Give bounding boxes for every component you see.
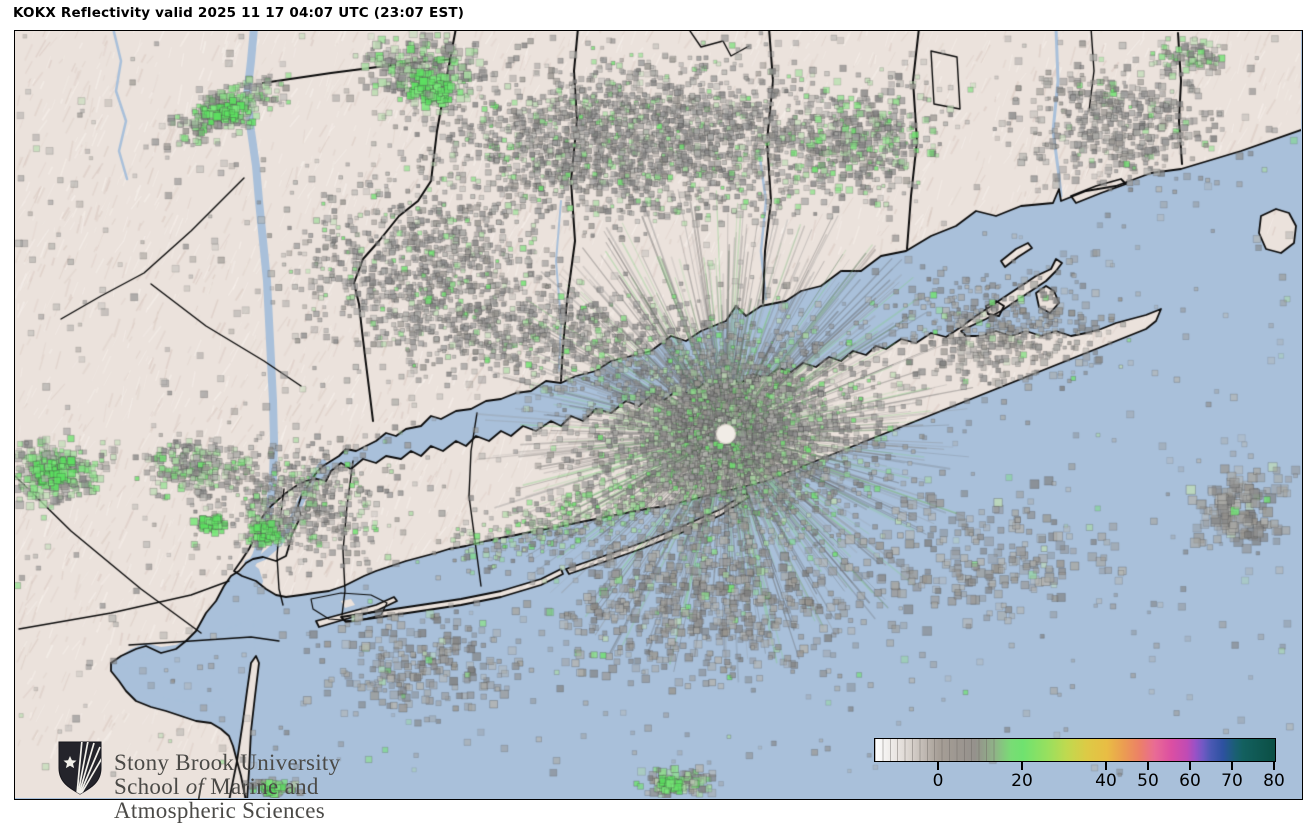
- logo-line1: Stony Brook University: [114, 750, 341, 775]
- colorbar-segment-lines: [875, 739, 995, 761]
- colorbar-tick: [1273, 762, 1275, 770]
- radar-page: { "title": "KOKX Reflectivity valid 2025…: [13, 5, 1303, 823]
- colorbar-tick-label: 80: [1263, 771, 1285, 791]
- colorbar-tick-label: 0: [932, 771, 944, 791]
- colorbar-tick: [1189, 762, 1191, 770]
- colorbar-tick-label: 60: [1179, 771, 1201, 791]
- colorbar-tick-label: 20: [1011, 771, 1033, 791]
- colorbar-tick: [1105, 762, 1107, 770]
- colorbar-tick: [937, 762, 939, 770]
- colorbar-tick-label: 70: [1221, 771, 1243, 791]
- logo-line2: School of Marine and: [114, 774, 319, 799]
- colorbar-tick: [1021, 762, 1023, 770]
- colorbar-tick-label: 40: [1095, 771, 1117, 791]
- logo-line3: Atmospheric Sciences: [114, 798, 326, 823]
- reflectivity-colorbar: 0 20 40 50 60 70 80: [874, 738, 1285, 798]
- colorbar-tick: [1147, 762, 1149, 770]
- stony-brook-shield-icon: [58, 741, 102, 795]
- map-title: KOKX Reflectivity valid 2025 11 17 04:07…: [13, 5, 465, 21]
- stony-brook-logo: Stony Brook University School of Marine …: [57, 740, 387, 830]
- colorbar-gradient: [874, 738, 1276, 762]
- radar-map-canvas: [15, 31, 1301, 798]
- stony-brook-logo-text: Stony Brook University School of Marine …: [114, 751, 340, 823]
- colorbar-tick: [1231, 762, 1233, 770]
- colorbar-tick-label: 50: [1137, 771, 1159, 791]
- radar-map: 0 20 40 50 60 70 80 Stony Brook University: [14, 30, 1303, 823]
